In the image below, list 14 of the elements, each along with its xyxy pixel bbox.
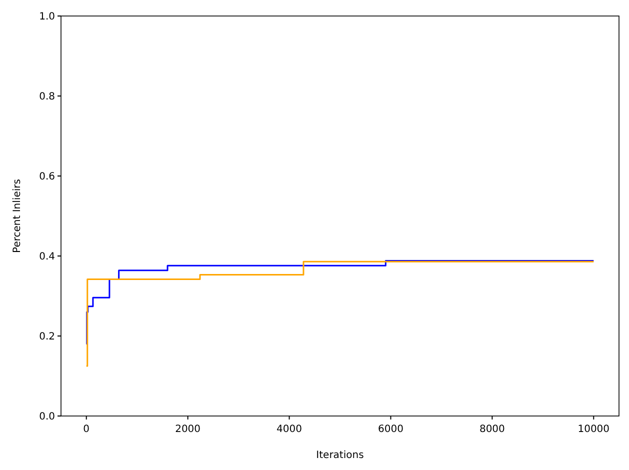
x-tick-label: 8000 (479, 424, 505, 435)
x-tick-label: 6000 (378, 424, 404, 435)
x-tick-label: 10000 (578, 424, 610, 435)
x-tick-label: 2000 (175, 424, 201, 435)
y-tick-label: 0.4 (39, 252, 55, 262)
y-tick-label: 0.2 (39, 332, 55, 342)
y-tick-label: 0.0 (39, 412, 55, 422)
x-tick-label: 4000 (276, 424, 302, 435)
x-tick-label: 0 (83, 424, 90, 435)
x-axis-title: Iterations (316, 450, 364, 461)
y-tick-label: 1.0 (39, 12, 55, 22)
y-tick-label: 0.8 (39, 92, 55, 102)
y-tick-label: 0.6 (39, 172, 55, 182)
y-axis-title: Percent Inlieirs (12, 179, 23, 253)
